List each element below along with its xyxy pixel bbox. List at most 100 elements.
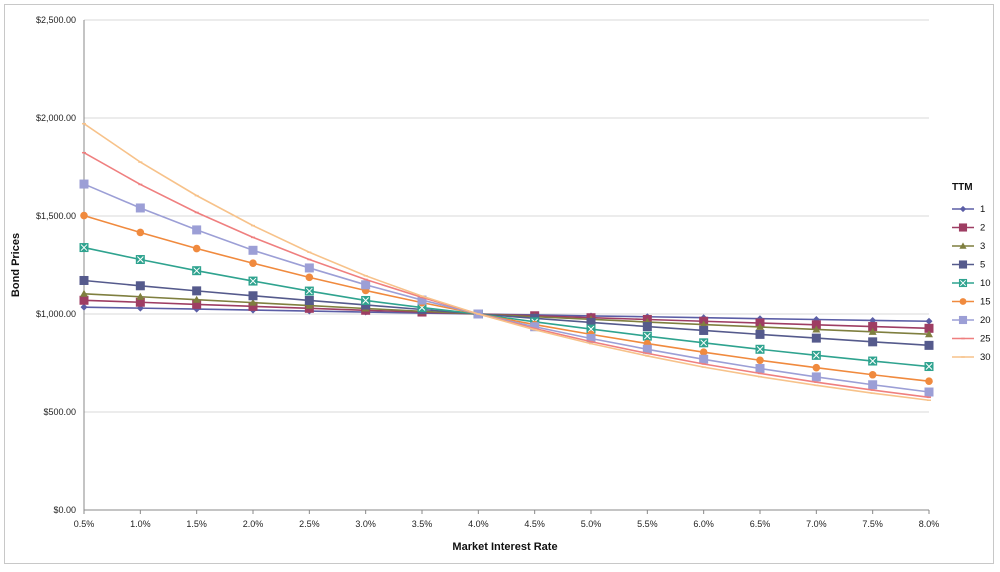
data-point-2: [248, 301, 258, 311]
data-point-3: [192, 295, 201, 303]
legend-label: 2: [980, 223, 985, 234]
x-tick-label: 4.5%: [524, 519, 545, 529]
legend-item-3: 3: [952, 241, 985, 252]
data-point-1: [80, 303, 88, 311]
legend-marker: [959, 242, 967, 249]
data-point-10-cross: [193, 267, 201, 275]
x-tick-label: 1.0%: [130, 519, 151, 529]
x-tick-label: 6.0%: [693, 519, 714, 529]
data-point-3: [305, 301, 314, 309]
legend-marker: [958, 260, 968, 269]
data-point-10-cross: [643, 332, 651, 340]
data-point-15: [868, 370, 877, 379]
data-point-10-cross: [812, 352, 820, 359]
data-point-15: [925, 377, 933, 386]
x-tick-label: 3.5%: [412, 519, 433, 529]
data-point-15: [136, 228, 145, 237]
data-point-15: [249, 259, 257, 268]
legend-marker: [959, 205, 967, 213]
gridlines: [84, 19, 929, 511]
legend-label: 20: [980, 315, 991, 326]
data-point-20: [642, 344, 652, 354]
y-tick-label: $2,000.00: [36, 113, 76, 123]
series-line-30: [83, 123, 930, 402]
legend-marker: [959, 298, 967, 305]
y-tick-label: $500.00: [43, 407, 76, 417]
data-point-20: [924, 387, 934, 397]
data-point-10-cross: [756, 345, 764, 353]
data-point-2: [924, 323, 934, 333]
y-tick-label: $0.00: [53, 505, 76, 515]
data-point-15: [699, 348, 708, 357]
data-point-5: [868, 337, 878, 347]
legend-item-20: 20: [952, 315, 991, 326]
data-point-2: [192, 299, 202, 309]
x-tick-label: 4.0%: [468, 519, 489, 529]
x-tick-label: 0.5%: [74, 519, 95, 529]
data-point-20: [79, 179, 89, 189]
data-point-3: [868, 327, 877, 335]
legend-marker: [958, 223, 968, 232]
y-axis-title: Bond Prices: [10, 233, 22, 297]
legend-item-10: 10: [952, 278, 991, 289]
y-tick-label: $1,000.00: [36, 309, 76, 319]
legend-item-25: 25: [952, 334, 991, 345]
x-tick-label: 1.5%: [186, 519, 207, 529]
legend-marker: [958, 315, 968, 325]
series-lines: [79, 122, 934, 402]
data-point-20: [192, 225, 202, 235]
series-5: [79, 275, 934, 350]
data-point-10-cross: [136, 256, 144, 263]
data-point-10-cross: [80, 244, 88, 251]
x-tick-label: 2.5%: [299, 519, 320, 529]
data-point-20: [811, 372, 821, 382]
data-point-5: [924, 340, 934, 350]
x-tick-label: 6.5%: [750, 519, 771, 529]
data-point-3: [136, 292, 145, 300]
data-point-20: [304, 263, 314, 273]
data-point-3: [80, 289, 88, 297]
data-point-2: [135, 297, 145, 307]
legend-label: 30: [980, 352, 991, 363]
data-point-15: [305, 273, 314, 282]
data-point-3: [756, 322, 764, 330]
data-point-20: [868, 380, 878, 390]
data-point-3: [925, 330, 933, 338]
data-point-1: [925, 317, 933, 325]
legend-title: TTM: [952, 182, 973, 193]
data-point-2: [79, 295, 89, 305]
data-point-5: [642, 322, 652, 332]
data-point-10-cross: [305, 287, 313, 295]
data-point-5: [586, 317, 596, 327]
y-tick-label: $1,500.00: [36, 211, 76, 221]
series-20: [79, 179, 934, 397]
data-point-5: [135, 281, 145, 291]
data-point-2: [811, 320, 821, 330]
axes: [83, 20, 929, 511]
x-tick-label: 2.0%: [243, 519, 264, 529]
data-point-10-cross: [587, 325, 595, 333]
data-point-5: [304, 295, 314, 305]
series-line-20: [83, 183, 930, 393]
data-point-20: [699, 354, 709, 364]
y-axis-ticks: $0.00 $500.00 $1,000.00 $1,500.00 $2,000.00 $…: [36, 15, 76, 515]
series-line-25: [83, 151, 930, 399]
data-point-20: [361, 280, 371, 290]
x-tick-label: 3.0%: [355, 519, 376, 529]
data-point-20: [248, 245, 258, 255]
legend-item-15: 15: [952, 297, 991, 308]
legend-label: 10: [980, 278, 991, 289]
legend-item-5: 5: [952, 260, 985, 271]
x-tick-label: 8.0%: [919, 519, 940, 529]
series-10: [79, 243, 934, 372]
series-line-5: [83, 279, 930, 347]
data-point-15: [80, 211, 88, 220]
legend-marker-cross: [959, 279, 967, 287]
data-point-5: [248, 291, 258, 301]
x-tick-label: 7.5%: [862, 519, 883, 529]
data-point-5: [699, 325, 709, 335]
legend: TTM 1 2 3 5 10 15 20 25 30: [952, 182, 991, 363]
data-point-15: [192, 244, 201, 253]
data-point-15: [812, 363, 821, 372]
